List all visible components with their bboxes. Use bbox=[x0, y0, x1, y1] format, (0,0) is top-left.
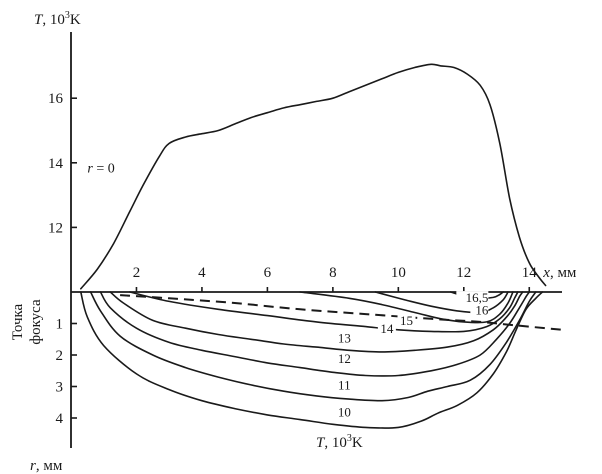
x-tick-label-12: 12 bbox=[456, 265, 471, 281]
isotherm-16 bbox=[374, 291, 509, 314]
isotherm-15 bbox=[299, 291, 514, 324]
y-tick-label-top-16: 16 bbox=[48, 91, 64, 107]
isotherm-unit-label: T, 103K bbox=[316, 433, 363, 451]
isotherm-14 bbox=[129, 291, 519, 333]
x-tick-label-8: 8 bbox=[329, 265, 337, 281]
isotherm-label-bg-11 bbox=[335, 378, 354, 393]
isotherm-10 bbox=[80, 291, 544, 429]
focus-point-label-line2: фокуса bbox=[28, 299, 44, 345]
isotherm-label-16: 16 bbox=[475, 303, 489, 318]
x-tick-label-6: 6 bbox=[264, 265, 272, 281]
x-tick-label-4: 4 bbox=[198, 265, 206, 281]
isotherm-label-16-5: 16,5 bbox=[466, 290, 489, 305]
y-tick-label-bottom-2: 2 bbox=[56, 348, 64, 364]
isotherm-13 bbox=[109, 291, 524, 353]
isotherm-label-bg-16 bbox=[470, 303, 489, 318]
isotherm-12 bbox=[99, 291, 531, 377]
y-axis-title-top: T, 103K bbox=[34, 10, 81, 28]
series-label-r0: r = 0 bbox=[87, 161, 114, 176]
y-axis-title-bottom: r, мм bbox=[30, 458, 63, 474]
series-line-r0 bbox=[80, 63, 547, 290]
isotherm-11 bbox=[89, 291, 537, 402]
y-tick-label-bottom-1: 1 bbox=[56, 317, 64, 333]
isotherm-label-12: 12 bbox=[338, 351, 351, 366]
isotherm-label-bg-12 bbox=[335, 351, 354, 366]
isotherm-label-bg-10 bbox=[335, 405, 354, 420]
y-tick-label-bottom-4: 4 bbox=[56, 411, 64, 427]
dashed-boundary-line bbox=[120, 294, 563, 331]
isotherm-label-bg-14 bbox=[377, 321, 396, 336]
focus-point-label-line1: Точка bbox=[10, 303, 26, 340]
x-tick-label-10: 10 bbox=[391, 265, 406, 281]
y-tick-label-top-12: 12 bbox=[48, 220, 63, 236]
isotherm-label-bg-16-5 bbox=[456, 291, 489, 306]
x-axis-title: x, мм bbox=[542, 265, 577, 281]
isotherm-label-bg-15 bbox=[397, 314, 416, 329]
x-tick-label-2: 2 bbox=[133, 265, 141, 281]
isotherm-label-15: 15 bbox=[400, 313, 413, 328]
y-tick-label-top-14: 14 bbox=[48, 156, 64, 172]
isotherm-label-10: 10 bbox=[338, 404, 351, 419]
isotherm-label-bg-13 bbox=[335, 331, 354, 346]
isotherm-label-13: 13 bbox=[338, 330, 351, 345]
isotherm-label-14: 14 bbox=[380, 321, 394, 336]
isotherm-label-11: 11 bbox=[338, 378, 351, 393]
y-tick-label-bottom-3: 3 bbox=[56, 380, 64, 396]
